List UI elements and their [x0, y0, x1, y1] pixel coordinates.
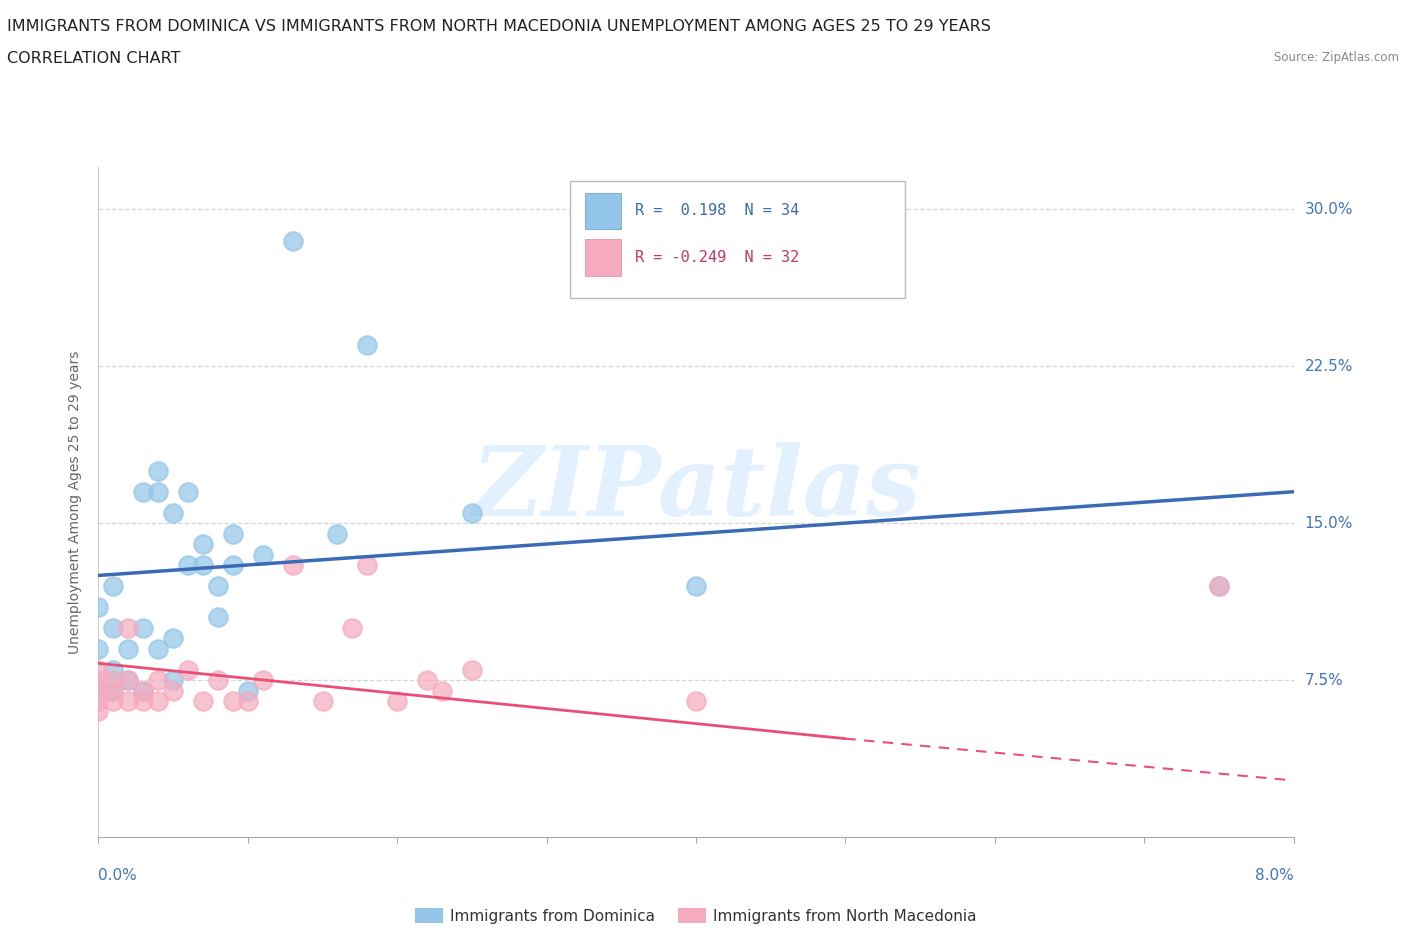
Point	[207, 672, 229, 687]
Bar	[585, 193, 620, 230]
Point	[281, 233, 304, 248]
Point	[148, 485, 170, 499]
Point	[148, 642, 170, 657]
Point	[103, 672, 125, 687]
Point	[461, 662, 484, 677]
Point	[87, 683, 110, 698]
Point	[132, 620, 155, 635]
Point	[87, 662, 110, 677]
Point	[191, 537, 214, 551]
Point	[1208, 578, 1230, 593]
Point	[222, 558, 245, 573]
Bar	[585, 239, 620, 276]
Point	[281, 558, 304, 573]
Point	[162, 631, 184, 645]
Point	[87, 672, 110, 687]
Point	[103, 620, 125, 635]
Point	[236, 683, 259, 698]
Text: Source: ZipAtlas.com: Source: ZipAtlas.com	[1274, 51, 1399, 64]
Text: R = -0.249  N = 32: R = -0.249 N = 32	[636, 250, 799, 265]
Point	[103, 683, 125, 698]
Y-axis label: Unemployment Among Ages 25 to 29 years: Unemployment Among Ages 25 to 29 years	[69, 351, 83, 654]
Point	[177, 558, 200, 573]
Point	[191, 558, 214, 573]
Text: 30.0%: 30.0%	[1305, 202, 1353, 217]
Text: ZIPatlas: ZIPatlas	[471, 442, 921, 536]
Point	[222, 694, 245, 709]
Point	[132, 485, 155, 499]
Text: 8.0%: 8.0%	[1254, 868, 1294, 883]
Point	[342, 620, 364, 635]
Point	[148, 672, 170, 687]
Text: 7.5%: 7.5%	[1305, 672, 1343, 687]
Point	[252, 672, 274, 687]
Point	[103, 662, 125, 677]
Point	[117, 620, 139, 635]
Point	[103, 683, 125, 698]
Point	[207, 578, 229, 593]
Text: R =  0.198  N = 34: R = 0.198 N = 34	[636, 204, 799, 219]
Point	[207, 610, 229, 625]
Point	[356, 558, 378, 573]
Point	[148, 463, 170, 478]
Point	[461, 505, 484, 520]
FancyBboxPatch shape	[571, 180, 905, 298]
Point	[430, 683, 453, 698]
Point	[117, 694, 139, 709]
Point	[162, 505, 184, 520]
Point	[222, 526, 245, 541]
Point	[685, 694, 707, 709]
Point	[385, 694, 409, 709]
Point	[103, 694, 125, 709]
Text: CORRELATION CHART: CORRELATION CHART	[7, 51, 180, 66]
Point	[103, 578, 125, 593]
Point	[311, 694, 333, 709]
Point	[416, 672, 439, 687]
Point	[356, 338, 378, 352]
Point	[87, 683, 110, 698]
Point	[1208, 578, 1230, 593]
Point	[132, 694, 155, 709]
Point	[117, 672, 139, 687]
Text: 0.0%: 0.0%	[98, 868, 138, 883]
Text: IMMIGRANTS FROM DOMINICA VS IMMIGRANTS FROM NORTH MACEDONIA UNEMPLOYMENT AMONG A: IMMIGRANTS FROM DOMINICA VS IMMIGRANTS F…	[7, 19, 991, 33]
Point	[162, 683, 184, 698]
Point	[177, 662, 200, 677]
Point	[87, 600, 110, 615]
Text: 15.0%: 15.0%	[1305, 515, 1353, 531]
Text: 22.5%: 22.5%	[1305, 359, 1353, 374]
Point	[132, 683, 155, 698]
Point	[117, 672, 139, 687]
Point	[236, 694, 259, 709]
Point	[162, 672, 184, 687]
Point	[326, 526, 349, 541]
Point	[191, 694, 214, 709]
Legend: Immigrants from Dominica, Immigrants from North Macedonia: Immigrants from Dominica, Immigrants fro…	[409, 901, 983, 930]
Point	[252, 547, 274, 562]
Point	[148, 694, 170, 709]
Point	[177, 485, 200, 499]
Point	[132, 683, 155, 698]
Point	[685, 578, 707, 593]
Point	[117, 642, 139, 657]
Point	[87, 694, 110, 709]
Point	[87, 704, 110, 719]
Point	[87, 642, 110, 657]
